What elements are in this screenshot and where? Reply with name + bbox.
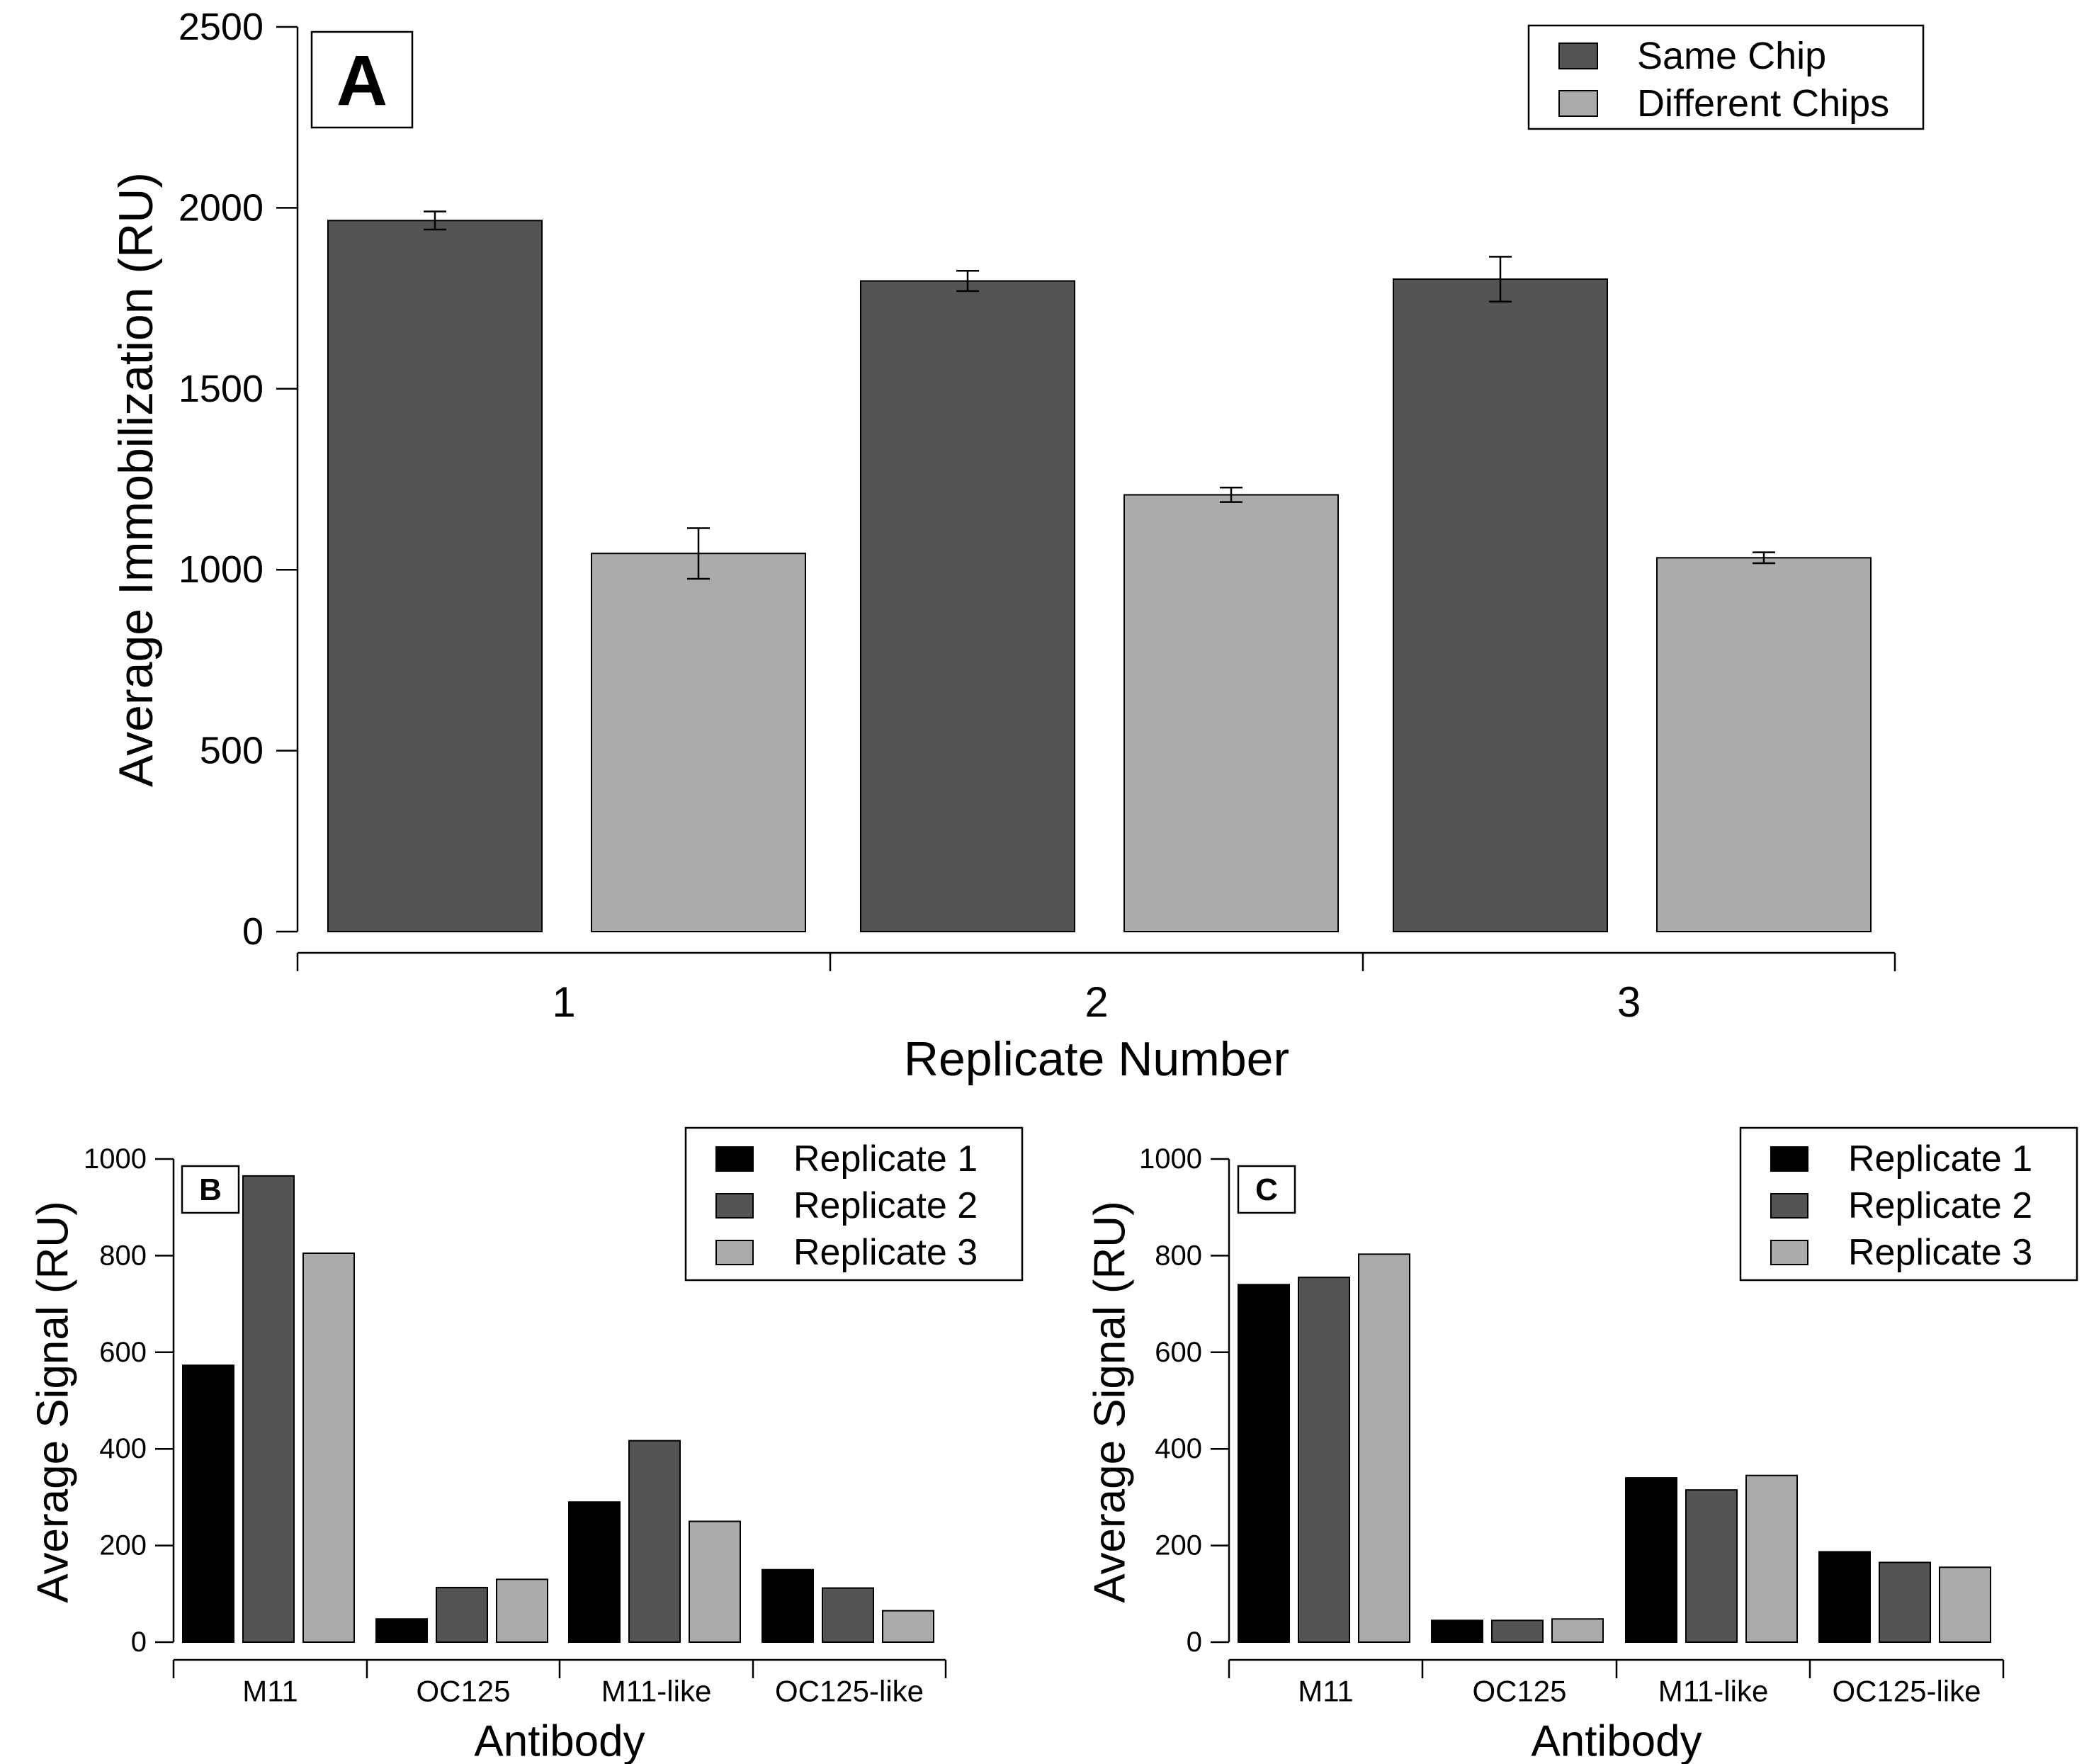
x-tick-label: M11 xyxy=(1298,1674,1354,1707)
legend-swatch-replicate-2 xyxy=(1770,1193,1808,1219)
panel-label: A xyxy=(336,41,387,120)
y-tick-label: 1000 xyxy=(179,548,264,591)
bar-replicate-1-oc125 xyxy=(1431,1619,1483,1644)
y-tick-label: 2500 xyxy=(179,6,264,48)
y-tick-label: 600 xyxy=(1155,1337,1202,1368)
bar-same-chip-3 xyxy=(1393,278,1608,932)
x-tick-label: 1 xyxy=(552,978,575,1026)
bar-replicate-1-m11 xyxy=(182,1364,234,1643)
bar-replicate-1-oc125-like xyxy=(1818,1551,1871,1644)
bar-replicate-3-oc125-like xyxy=(882,1610,934,1643)
y-tick-label: 400 xyxy=(1155,1433,1202,1464)
y-tick-label: 500 xyxy=(200,730,264,772)
legend-swatch-replicate-1 xyxy=(715,1146,754,1172)
y-tick-label: 200 xyxy=(1155,1530,1202,1561)
y-tick-label: 200 xyxy=(99,1530,147,1561)
panel-a: 0 500 1000 1500 2000 2500 1 2 3 Average Immobiliz… xyxy=(109,6,1925,1086)
x-tick-label: M11-like xyxy=(601,1674,712,1707)
bar-replicate-3-m11 xyxy=(1358,1253,1410,1643)
y-tick-label: 0 xyxy=(131,1627,147,1658)
bar-replicate-3-oc125 xyxy=(1551,1618,1604,1643)
panel-label-box xyxy=(181,1165,240,1214)
y-tick-label: 1000 xyxy=(84,1143,147,1175)
bar-replicate-1-oc125 xyxy=(375,1618,428,1643)
legend-swatch-different-chips xyxy=(1558,90,1598,117)
y-axis-title: Average Signal (RU) xyxy=(29,1201,78,1602)
x-tick-label: 2 xyxy=(1085,978,1108,1026)
x-tick-label: 3 xyxy=(1617,978,1641,1026)
bar-replicate-2-m11-like xyxy=(1685,1489,1738,1643)
y-tick-label: 400 xyxy=(99,1433,147,1464)
y-tick-label: 1000 xyxy=(1139,1143,1202,1175)
y-tick-label: 2000 xyxy=(179,186,264,229)
bar-replicate-1-oc125-like xyxy=(762,1568,814,1643)
bar-replicate-1-m11 xyxy=(1238,1284,1290,1643)
bar-replicate-2-oc125 xyxy=(436,1586,488,1644)
legend-label-replicate-3: Replicate 3 xyxy=(793,1232,978,1273)
panel-label: C xyxy=(1255,1172,1278,1207)
y-tick-label: 800 xyxy=(1155,1240,1202,1271)
x-tick-label: M11-like xyxy=(1658,1674,1769,1707)
bar-different-chips-3 xyxy=(1656,557,1872,932)
x-axis-title: Antibody xyxy=(1531,1717,1702,1764)
legend-swatch-replicate-2 xyxy=(715,1193,754,1219)
legend-label-replicate-2: Replicate 2 xyxy=(1848,1185,2032,1226)
bar-replicate-3-oc125 xyxy=(496,1578,548,1644)
bar-different-chips-1 xyxy=(591,553,806,932)
bar-replicate-2-m11 xyxy=(1298,1277,1350,1643)
y-tick-label: 600 xyxy=(99,1337,147,1368)
panel-c: 0 200 400 600 800 1000 M11 OC125 M11-like OC125-l… xyxy=(1086,1126,2078,1764)
legend: Replicate 1 Replicate 2 Replicate 3 xyxy=(684,1126,1024,1282)
y-tick-label: 0 xyxy=(1187,1627,1202,1658)
legend: Same Chip Different Chips xyxy=(1527,24,1925,130)
legend-label-replicate-2: Replicate 2 xyxy=(793,1185,978,1226)
bar-replicate-3-oc125-like xyxy=(1939,1566,1991,1644)
panel-label-box xyxy=(1237,1165,1296,1214)
y-tick-label: 1500 xyxy=(179,368,264,410)
bar-replicate-2-m11 xyxy=(242,1175,295,1643)
legend-label-same-chip: Same Chip xyxy=(1637,35,1826,77)
y-axis-title: Average Immobilization (RU) xyxy=(109,172,163,787)
legend-label-different-chips: Different Chips xyxy=(1637,82,1889,125)
y-axis-title: Average Signal (RU) xyxy=(1086,1201,1135,1602)
x-axis-title: Replicate Number xyxy=(904,1032,1289,1086)
panel-b: 0 200 400 600 800 1000 M11 OC125 M11-like OC125-l… xyxy=(29,1126,1024,1764)
legend-swatch-replicate-1 xyxy=(1770,1146,1808,1172)
panel-label: B xyxy=(199,1172,222,1207)
legend-label-replicate-3: Replicate 3 xyxy=(1848,1232,2032,1273)
bar-replicate-2-oc125-like xyxy=(822,1587,874,1643)
bar-replicate-2-m11-like xyxy=(628,1440,681,1643)
x-tick-label: M11 xyxy=(242,1674,298,1707)
legend-swatch-same-chip xyxy=(1558,43,1598,69)
bar-same-chip-2 xyxy=(860,280,1075,932)
bar-same-chip-1 xyxy=(327,220,543,932)
legend-swatch-replicate-3 xyxy=(715,1240,754,1265)
legend-swatch-replicate-3 xyxy=(1770,1240,1808,1265)
bar-replicate-3-m11-like xyxy=(689,1520,741,1643)
bar-replicate-2-oc125-like xyxy=(1879,1561,1931,1643)
x-tick-label: OC125 xyxy=(416,1674,510,1707)
x-tick-label: OC125-like xyxy=(1832,1674,1981,1707)
bar-different-chips-2 xyxy=(1123,494,1339,932)
panel-label-box xyxy=(310,30,414,129)
y-tick-label: 800 xyxy=(99,1240,147,1271)
bar-replicate-3-m11 xyxy=(302,1252,355,1643)
bar-replicate-2-oc125 xyxy=(1491,1619,1544,1644)
legend: Replicate 1 Replicate 2 Replicate 3 xyxy=(1739,1126,2078,1282)
x-tick-label: OC125-like xyxy=(775,1674,924,1707)
x-tick-label: OC125 xyxy=(1472,1674,1566,1707)
legend-label-replicate-1: Replicate 1 xyxy=(793,1138,978,1180)
bar-replicate-3-m11-like xyxy=(1745,1474,1798,1643)
legend-label-replicate-1: Replicate 1 xyxy=(1848,1138,2032,1180)
x-axis-title: Antibody xyxy=(474,1717,645,1764)
y-tick-label: 0 xyxy=(242,910,264,953)
bar-replicate-1-m11-like xyxy=(568,1501,621,1643)
bar-replicate-1-m11-like xyxy=(1625,1477,1677,1644)
